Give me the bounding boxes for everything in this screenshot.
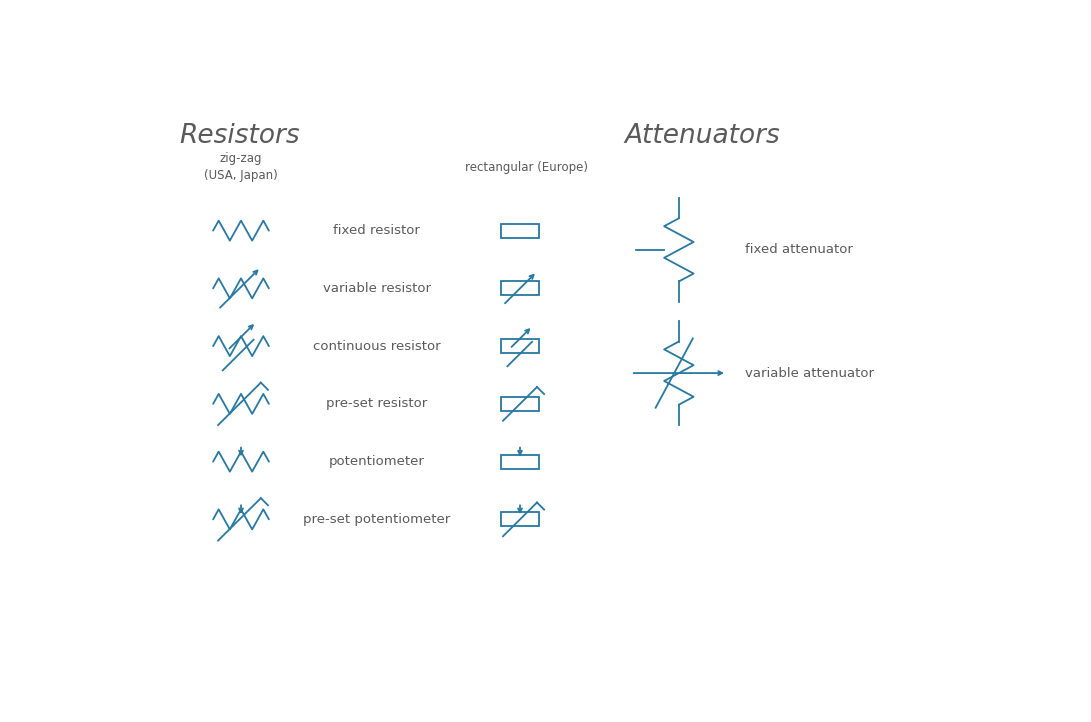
- Bar: [502, 455, 539, 469]
- Text: rectangular (Europe): rectangular (Europe): [465, 161, 588, 174]
- Text: Resistors: Resistors: [179, 123, 300, 149]
- Text: potentiometer: potentiometer: [328, 455, 424, 468]
- Bar: [502, 224, 539, 238]
- Bar: [502, 282, 539, 295]
- Bar: [502, 339, 539, 353]
- Text: variable attenuator: variable attenuator: [745, 367, 874, 380]
- Text: fixed resistor: fixed resistor: [333, 224, 420, 237]
- Text: variable resistor: variable resistor: [323, 282, 431, 295]
- Text: fixed attenuator: fixed attenuator: [745, 243, 853, 256]
- Bar: [502, 513, 539, 526]
- Bar: [502, 397, 539, 411]
- Text: Attenuators: Attenuators: [625, 123, 780, 149]
- Text: pre-set resistor: pre-set resistor: [326, 397, 428, 410]
- Text: zig-zag
(USA, Japan): zig-zag (USA, Japan): [204, 152, 278, 183]
- Text: continuous resistor: continuous resistor: [313, 339, 441, 352]
- Text: pre-set potentiometer: pre-set potentiometer: [303, 513, 451, 526]
